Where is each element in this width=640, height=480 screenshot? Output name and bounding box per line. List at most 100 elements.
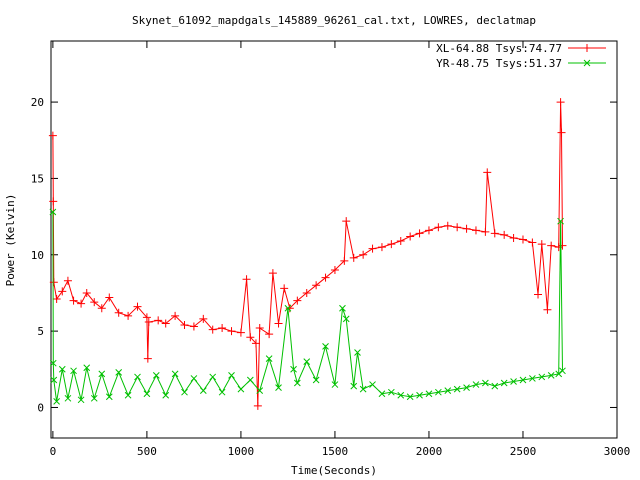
data-point [518, 235, 527, 244]
legend-label-yr: YR-48.75 Tsys:51.37 [436, 57, 562, 70]
data-point [285, 304, 294, 313]
data-point [52, 295, 61, 304]
legend-entry-yr: YR-48.75 Tsys:51.37 [436, 57, 606, 70]
data-point [387, 388, 395, 396]
data-point [209, 373, 217, 381]
data-point [543, 305, 552, 314]
data-point [519, 376, 527, 384]
data-point [340, 256, 349, 265]
data-point [322, 343, 329, 350]
data-point [284, 304, 292, 312]
data-point [227, 327, 236, 336]
data-point [500, 230, 509, 239]
x-tick-label: 0 [50, 445, 57, 458]
data-point [171, 311, 180, 320]
data-point [69, 296, 78, 305]
data-point [378, 390, 386, 398]
data-point [368, 244, 377, 253]
data-point [387, 240, 396, 249]
x-tick-label: 2500 [510, 445, 537, 458]
data-point [64, 394, 72, 402]
data-point [253, 401, 262, 410]
data-point [529, 375, 536, 382]
data-point [349, 253, 358, 262]
data-point [114, 308, 123, 317]
data-point [558, 241, 567, 250]
data-point [406, 393, 414, 401]
chart-title: Skynet_61092_mapdgals_145889_96261_cal.t… [132, 14, 536, 27]
data-point [199, 387, 207, 395]
data-point [152, 372, 160, 379]
series-1 [49, 208, 566, 405]
data-point [471, 226, 480, 235]
x-tick-label: 2000 [416, 445, 443, 458]
x-tick-label: 1500 [322, 445, 349, 458]
data-point [105, 293, 114, 302]
data-point [350, 382, 358, 390]
data-point [463, 384, 470, 391]
data-point [424, 226, 433, 235]
data-point [70, 367, 77, 375]
data-point [481, 227, 490, 236]
data-point [538, 373, 546, 381]
data-point [425, 390, 433, 398]
data-point [434, 223, 443, 232]
data-point [162, 391, 170, 399]
data-point [228, 372, 235, 379]
x-tick-label: 500 [137, 445, 157, 458]
data-point [82, 288, 91, 297]
data-point [275, 384, 282, 391]
data-point [115, 368, 123, 376]
data-point [547, 241, 556, 250]
y-tick-label: 15 [31, 172, 44, 185]
data-point [303, 358, 311, 366]
data-point [143, 390, 151, 398]
data-point [510, 378, 517, 385]
data-point [302, 288, 311, 297]
data-point [58, 365, 66, 373]
x-axis-label: Time(Seconds) [291, 464, 377, 477]
data-point [293, 296, 302, 305]
data-point [280, 284, 289, 293]
data-point [330, 266, 339, 275]
y-tick-label: 5 [37, 325, 44, 338]
data-point [342, 217, 351, 226]
data-point [290, 365, 297, 373]
y-tick-label: 20 [31, 96, 44, 109]
data-point [435, 388, 442, 396]
series-layer [48, 98, 567, 410]
data-point [490, 229, 499, 238]
data-point [453, 385, 461, 393]
data-point [124, 391, 132, 399]
data-point [246, 333, 255, 342]
data-point [133, 302, 142, 311]
data-point [557, 128, 566, 137]
data-point [369, 381, 376, 388]
data-point [416, 391, 423, 399]
data-point [218, 324, 227, 333]
x-tick-label: 1000 [228, 445, 255, 458]
data-point [105, 393, 113, 401]
data-point [218, 388, 226, 396]
data-point [58, 287, 67, 296]
series-0 [48, 98, 567, 410]
data-point [359, 385, 367, 393]
data-point [339, 304, 346, 312]
data-point [83, 364, 91, 372]
data-point [251, 339, 260, 348]
data-point [406, 232, 415, 241]
data-point [396, 237, 405, 246]
data-point [236, 328, 245, 337]
data-point [331, 381, 339, 388]
legend: XL-64.88 Tsys:74.77 YR-48.75 Tsys:51.37 [436, 42, 606, 70]
data-point [483, 168, 492, 177]
y-tick-label: 10 [31, 249, 44, 262]
data-point [90, 394, 98, 402]
data-point [557, 217, 564, 225]
data-point [415, 229, 424, 238]
data-point [199, 314, 208, 323]
data-point [293, 379, 301, 387]
x-tick-label: 3000 [604, 445, 631, 458]
series-line [52, 102, 563, 406]
data-point [49, 197, 58, 206]
